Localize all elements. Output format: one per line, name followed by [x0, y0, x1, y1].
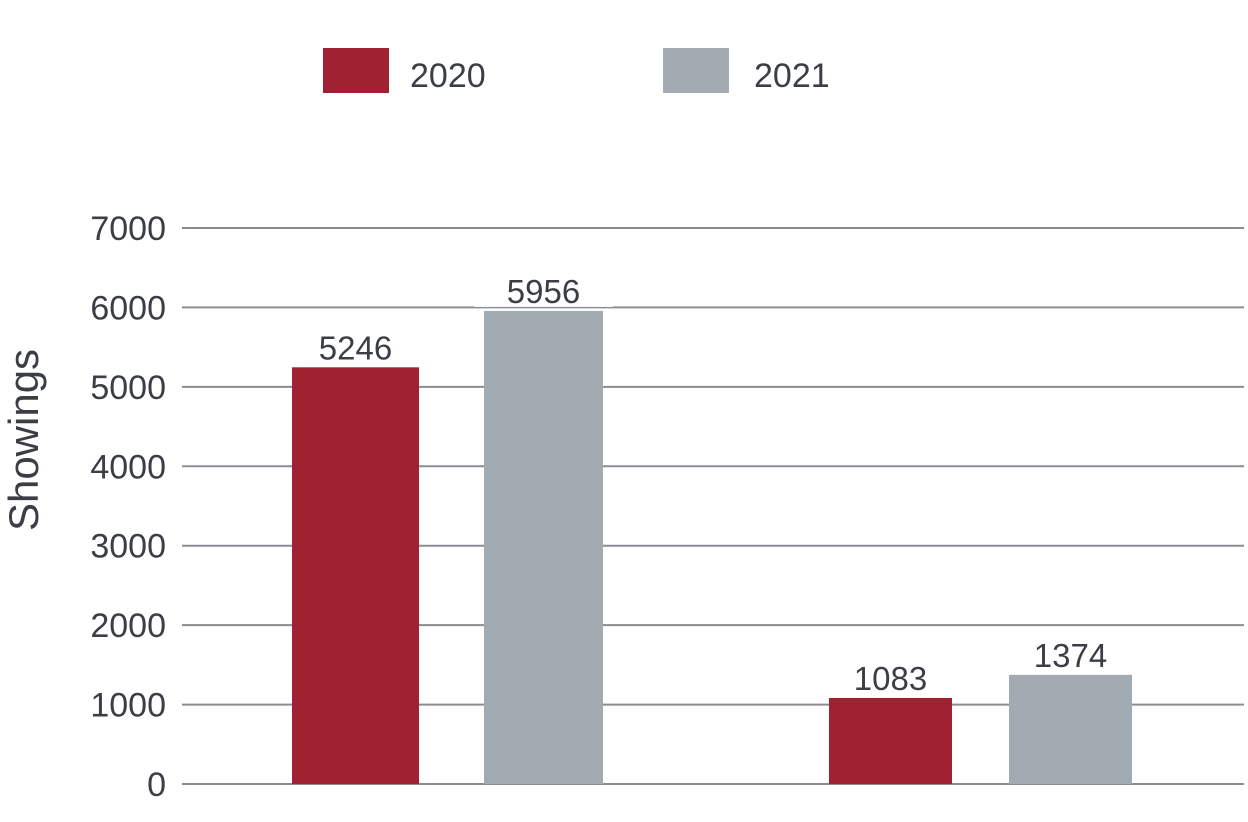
y-tick-label-6000: 6000	[90, 289, 166, 327]
value-label-2020-group-1: 5246	[319, 329, 392, 366]
bar-2020-group-2	[829, 697, 952, 784]
value-label-2020-group-2: 1083	[854, 660, 927, 697]
y-axis-title: Showings	[0, 349, 47, 531]
y-tick-label-3000: 3000	[90, 528, 166, 566]
legend-label-2021: 2021	[754, 57, 830, 95]
legend: 2020 2021	[323, 48, 830, 95]
y-tick-label-4000: 4000	[90, 448, 166, 486]
value-labels: 5246 1083 5956 1374	[282, 270, 1142, 697]
legend-swatch-2021	[663, 48, 729, 93]
value-label-background	[282, 327, 429, 364]
y-tick-label-1000: 1000	[90, 687, 166, 725]
y-tick-labels: 0 1000 2000 3000 4000 5000 6000 7000	[90, 210, 166, 804]
legend-label-2020: 2020	[410, 57, 486, 95]
legend-swatch-2020	[323, 48, 389, 93]
bar-2021-group-1	[484, 310, 603, 784]
y-tick-label-2000: 2000	[90, 607, 166, 645]
y-tick-label-7000: 7000	[90, 210, 166, 248]
value-label-background	[819, 657, 962, 694]
value-label-2021-group-2: 1374	[1034, 637, 1107, 674]
value-label-2021-group-1: 5956	[507, 273, 580, 310]
y-tick-label-5000: 5000	[90, 369, 166, 407]
bar-2021-group-2	[1009, 674, 1132, 784]
y-tick-label-0: 0	[147, 766, 166, 804]
bar-2020-group-1	[292, 367, 419, 784]
value-label-background	[474, 270, 613, 307]
bars	[292, 310, 1132, 784]
value-label-background	[999, 634, 1142, 671]
